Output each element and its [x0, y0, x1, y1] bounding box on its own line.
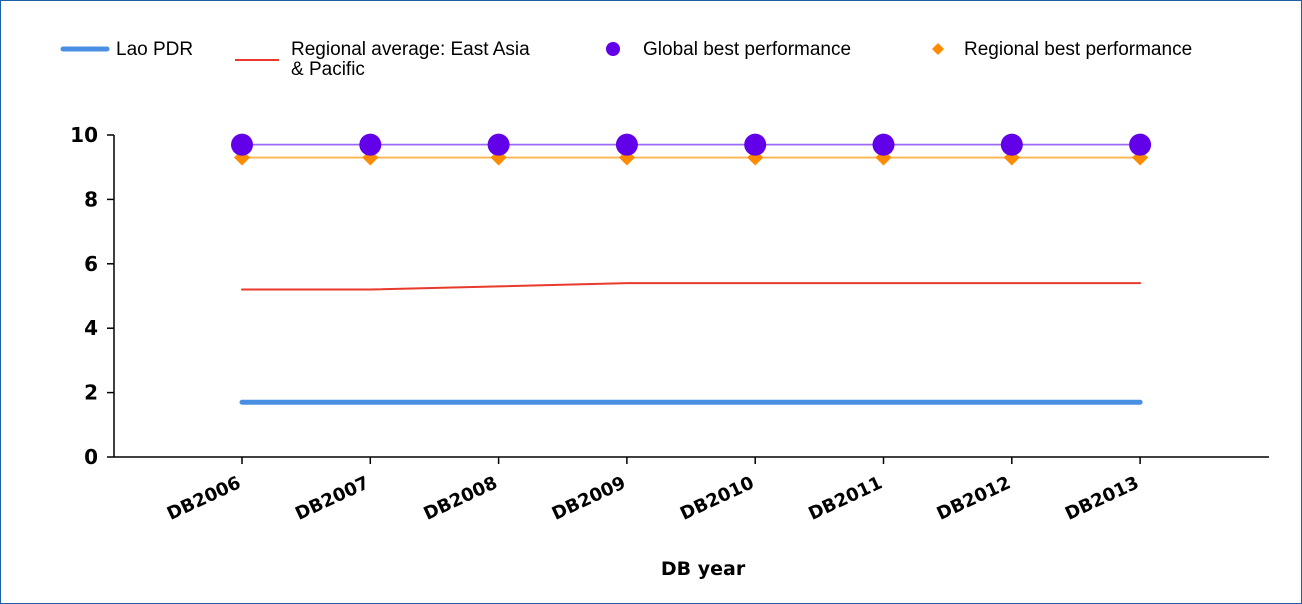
y-tick-label: 2	[84, 381, 98, 405]
series-layer	[231, 133, 1152, 405]
y-tick-label: 10	[70, 123, 98, 147]
legend-label: Regional average: East Asia	[291, 39, 530, 60]
x-tick-label: DB2006	[164, 472, 244, 524]
x-tick-label: DB2008	[420, 472, 500, 524]
x-tick-label: DB2007	[292, 472, 372, 524]
legend-label: Regional best performance	[964, 39, 1192, 60]
data-point-circle	[1000, 133, 1023, 156]
data-point-circle	[615, 133, 638, 156]
legend-item: Regional average: East Asia& Pacific	[235, 39, 530, 80]
legend-item: Global best performance	[606, 39, 851, 60]
data-point-circle	[744, 133, 767, 156]
x-ticks: DB2006 DB2007 DB2008 DB2009 DB2010 DB2011 DB20…	[164, 457, 1142, 525]
y-tick-label: 8	[84, 187, 98, 211]
y-ticks: 0 2 4 6 8 10	[70, 123, 114, 469]
legend-swatch	[606, 42, 620, 56]
y-tick-label: 4	[84, 316, 98, 340]
x-tick-label: DB2009	[549, 472, 629, 524]
x-tick-label: DB2010	[677, 472, 757, 524]
data-point-circle	[1129, 133, 1152, 156]
series-global-best-performance	[231, 133, 1152, 156]
axes	[113, 135, 1269, 458]
legend-swatch	[932, 43, 944, 55]
series-regional-average-east-asia-pacific	[241, 282, 1142, 291]
legend-label: & Pacific	[291, 59, 365, 80]
legend-item: Regional best performance	[932, 39, 1192, 60]
data-point-circle	[487, 133, 510, 156]
y-tick-label: 6	[84, 252, 98, 276]
series-line	[241, 282, 1142, 291]
data-point-circle	[231, 133, 253, 156]
legend: Lao PDR Regional average: East Asia& Paci…	[60, 39, 1192, 80]
x-tick-label: DB2013	[1062, 472, 1142, 524]
x-axis-title: DB year	[661, 558, 746, 580]
x-tick-label: DB2011	[805, 472, 885, 524]
y-tick-label: 0	[84, 445, 98, 469]
legend-label: Lao PDR	[116, 39, 193, 60]
data-point-circle	[872, 133, 895, 156]
x-tick-label: DB2012	[934, 472, 1014, 524]
legend-label: Global best performance	[643, 39, 851, 60]
data-point-circle	[359, 133, 382, 156]
legend-item: Lao PDR	[60, 39, 193, 60]
